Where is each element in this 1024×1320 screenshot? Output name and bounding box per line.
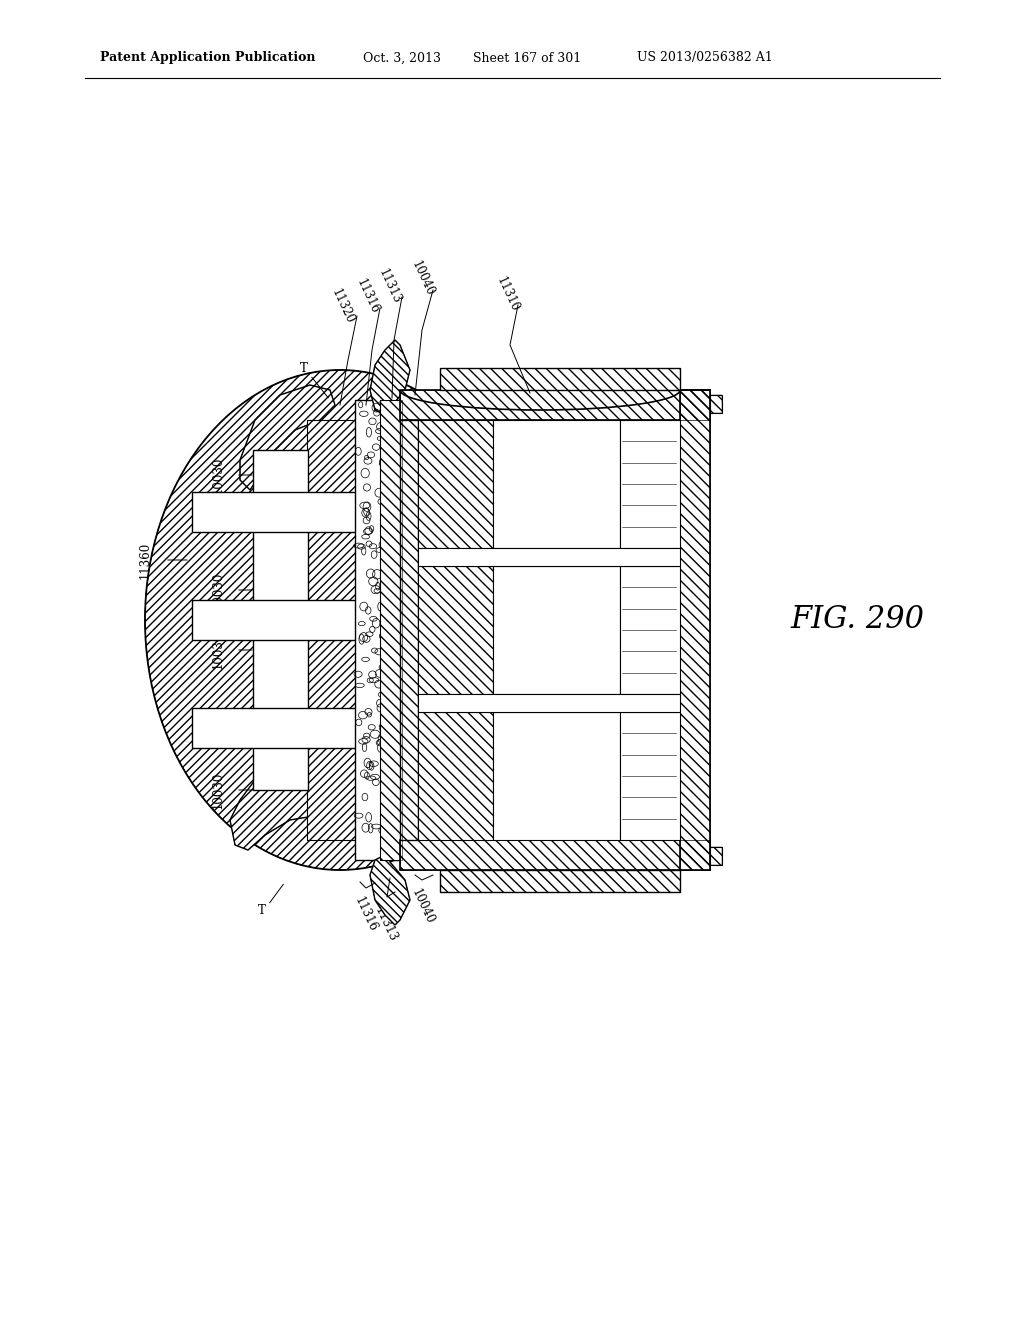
FancyBboxPatch shape xyxy=(418,694,680,711)
Text: 10030: 10030 xyxy=(212,771,224,809)
FancyBboxPatch shape xyxy=(620,420,680,548)
Text: Oct. 3, 2013: Oct. 3, 2013 xyxy=(362,51,441,65)
Text: 10030: 10030 xyxy=(212,631,224,669)
Polygon shape xyxy=(370,341,410,414)
Text: 11313: 11313 xyxy=(376,267,403,306)
FancyBboxPatch shape xyxy=(680,389,710,870)
Text: Sheet 167 of 301: Sheet 167 of 301 xyxy=(473,51,582,65)
Text: 10040: 10040 xyxy=(410,259,436,298)
FancyBboxPatch shape xyxy=(620,566,680,694)
Polygon shape xyxy=(370,855,410,925)
FancyBboxPatch shape xyxy=(253,450,308,789)
FancyBboxPatch shape xyxy=(307,420,357,840)
Ellipse shape xyxy=(145,370,535,870)
Text: 10030: 10030 xyxy=(212,572,224,609)
Text: 10030: 10030 xyxy=(212,457,224,494)
Text: 11316: 11316 xyxy=(352,895,380,935)
FancyBboxPatch shape xyxy=(440,870,680,892)
FancyBboxPatch shape xyxy=(710,847,722,865)
Text: T: T xyxy=(300,362,308,375)
Text: 11313: 11313 xyxy=(372,906,399,944)
FancyBboxPatch shape xyxy=(440,368,680,389)
Text: 11310: 11310 xyxy=(495,276,521,314)
Text: US 2013/0256382 A1: US 2013/0256382 A1 xyxy=(637,51,773,65)
Text: 11320: 11320 xyxy=(329,288,356,326)
Text: 10040: 10040 xyxy=(410,887,436,927)
FancyBboxPatch shape xyxy=(418,548,680,566)
Text: Patent Application Publication: Patent Application Publication xyxy=(100,51,315,65)
FancyBboxPatch shape xyxy=(400,420,418,840)
FancyBboxPatch shape xyxy=(710,395,722,413)
FancyBboxPatch shape xyxy=(418,420,493,548)
Polygon shape xyxy=(240,385,335,490)
FancyBboxPatch shape xyxy=(620,711,680,840)
FancyBboxPatch shape xyxy=(193,601,368,640)
Text: 11360: 11360 xyxy=(138,541,152,578)
FancyBboxPatch shape xyxy=(400,389,710,420)
FancyBboxPatch shape xyxy=(355,400,400,861)
Text: 11316: 11316 xyxy=(354,277,382,317)
Text: FIG. 290: FIG. 290 xyxy=(790,605,924,635)
FancyBboxPatch shape xyxy=(193,708,368,748)
FancyBboxPatch shape xyxy=(418,711,493,840)
FancyBboxPatch shape xyxy=(493,566,620,694)
FancyBboxPatch shape xyxy=(380,400,402,861)
FancyBboxPatch shape xyxy=(193,492,368,532)
FancyBboxPatch shape xyxy=(400,840,710,870)
FancyBboxPatch shape xyxy=(493,420,620,548)
Polygon shape xyxy=(230,770,335,850)
FancyBboxPatch shape xyxy=(493,711,620,840)
Text: T: T xyxy=(258,903,266,916)
FancyBboxPatch shape xyxy=(418,566,493,694)
